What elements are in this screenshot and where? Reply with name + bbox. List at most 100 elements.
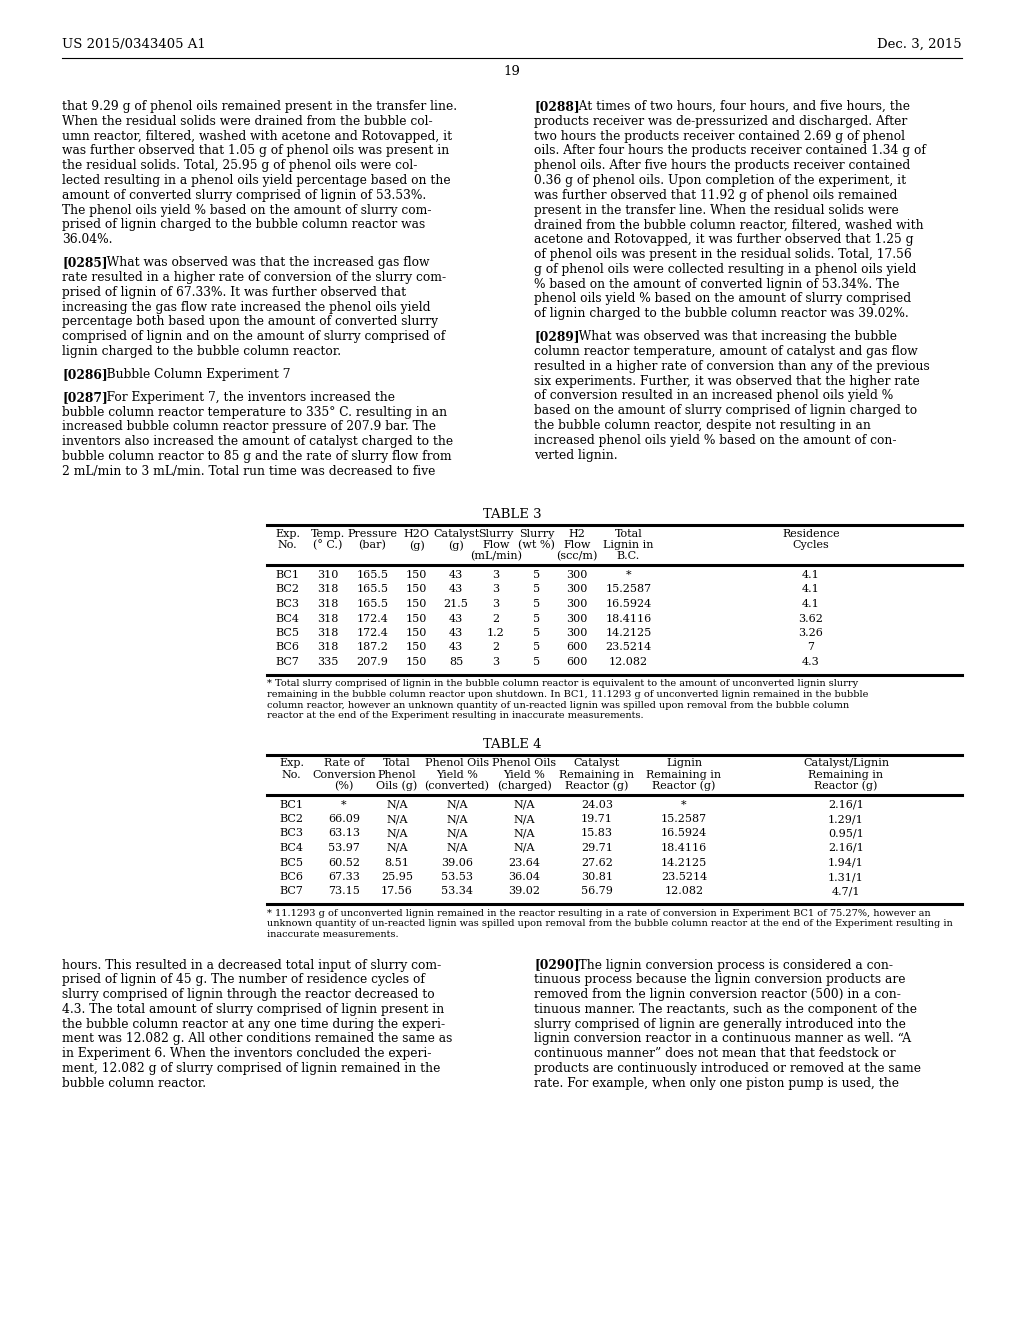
Text: N/A: N/A [446, 829, 468, 838]
Text: (scc/m): (scc/m) [556, 550, 598, 561]
Text: 15.2587: 15.2587 [660, 814, 707, 824]
Text: (g): (g) [409, 540, 424, 550]
Text: two hours the products receiver contained 2.69 g of phenol: two hours the products receiver containe… [534, 129, 905, 143]
Text: 39.02: 39.02 [508, 887, 540, 896]
Text: BC2: BC2 [280, 814, 303, 824]
Text: (g): (g) [449, 540, 464, 550]
Text: resulted in a higher rate of conversion than any of the previous: resulted in a higher rate of conversion … [534, 360, 930, 372]
Text: BC6: BC6 [280, 873, 303, 882]
Text: The lignin conversion process is considered a con-: The lignin conversion process is conside… [567, 958, 893, 972]
Text: in Experiment 6. When the inventors concluded the experi-: in Experiment 6. When the inventors conc… [62, 1047, 431, 1060]
Text: was further observed that 11.92 g of phenol oils remained: was further observed that 11.92 g of phe… [534, 189, 897, 202]
Text: 318: 318 [317, 599, 339, 609]
Text: N/A: N/A [513, 829, 535, 838]
Text: (converted): (converted) [425, 780, 489, 791]
Text: rate resulted in a higher rate of conversion of the slurry com-: rate resulted in a higher rate of conver… [62, 271, 446, 284]
Text: lignin charged to the bubble column reactor.: lignin charged to the bubble column reac… [62, 345, 341, 358]
Text: 187.2: 187.2 [356, 643, 388, 652]
Text: 150: 150 [406, 570, 427, 579]
Text: 310: 310 [317, 570, 339, 579]
Text: bubble column reactor temperature to 335° C. resulting in an: bubble column reactor temperature to 335… [62, 405, 447, 418]
Text: N/A: N/A [446, 843, 468, 853]
Text: unknown quantity of un-reacted lignin was spilled upon removal from the bubble c: unknown quantity of un-reacted lignin wa… [267, 920, 952, 928]
Text: continuous manner” does not mean that that feedstock or: continuous manner” does not mean that th… [534, 1047, 896, 1060]
Text: N/A: N/A [386, 829, 408, 838]
Text: inventors also increased the amount of catalyst charged to the: inventors also increased the amount of c… [62, 436, 454, 449]
Text: prised of lignin of 45 g. The number of residence cycles of: prised of lignin of 45 g. The number of … [62, 973, 425, 986]
Text: What was observed was that the increased gas flow: What was observed was that the increased… [95, 256, 430, 269]
Text: N/A: N/A [446, 800, 468, 809]
Text: verted lignin.: verted lignin. [534, 449, 617, 462]
Text: 318: 318 [317, 643, 339, 652]
Text: BC5: BC5 [275, 628, 299, 638]
Text: 3.62: 3.62 [799, 614, 823, 623]
Text: [0289]: [0289] [534, 330, 580, 343]
Text: remaining in the bubble column reactor upon shutdown. In BC1, 11.1293 g of uncon: remaining in the bubble column reactor u… [267, 690, 868, 700]
Text: Remaining in: Remaining in [559, 770, 635, 780]
Text: TABLE 4: TABLE 4 [482, 738, 542, 751]
Text: g of phenol oils were collected resulting in a phenol oils yield: g of phenol oils were collected resultin… [534, 263, 916, 276]
Text: 3: 3 [493, 599, 500, 609]
Text: Total: Total [614, 529, 642, 539]
Text: 300: 300 [566, 599, 588, 609]
Text: comprised of lignin and on the amount of slurry comprised of: comprised of lignin and on the amount of… [62, 330, 445, 343]
Text: N/A: N/A [446, 814, 468, 824]
Text: BC2: BC2 [275, 585, 299, 594]
Text: Flow: Flow [482, 540, 510, 550]
Text: 4.7/1: 4.7/1 [831, 887, 860, 896]
Text: hours. This resulted in a decreased total input of slurry com-: hours. This resulted in a decreased tota… [62, 958, 441, 972]
Text: 12.082: 12.082 [665, 887, 703, 896]
Text: BC4: BC4 [280, 843, 303, 853]
Text: 43: 43 [449, 643, 463, 652]
Text: Yield %: Yield % [503, 770, 545, 780]
Text: 43: 43 [449, 614, 463, 623]
Text: ment, 12.082 g of slurry comprised of lignin remained in the: ment, 12.082 g of slurry comprised of li… [62, 1063, 440, 1074]
Text: 600: 600 [566, 643, 588, 652]
Text: Yield %: Yield % [436, 770, 478, 780]
Text: N/A: N/A [386, 843, 408, 853]
Text: * Total slurry comprised of lignin in the bubble column reactor is equivalent to: * Total slurry comprised of lignin in th… [267, 680, 858, 689]
Text: phenol oils yield % based on the amount of slurry comprised: phenol oils yield % based on the amount … [534, 293, 911, 305]
Text: Remaining in: Remaining in [646, 770, 722, 780]
Text: Exp.: Exp. [275, 529, 300, 539]
Text: slurry comprised of lignin through the reactor decreased to: slurry comprised of lignin through the r… [62, 989, 434, 1001]
Text: 318: 318 [317, 628, 339, 638]
Text: of phenol oils was present in the residual solids. Total, 17.56: of phenol oils was present in the residu… [534, 248, 911, 261]
Text: 5: 5 [532, 585, 540, 594]
Text: Residence: Residence [782, 529, 840, 539]
Text: [0288]: [0288] [534, 100, 580, 114]
Text: six experiments. Further, it was observed that the higher rate: six experiments. Further, it was observe… [534, 375, 920, 388]
Text: For Experiment 7, the inventors increased the: For Experiment 7, the inventors increase… [95, 391, 395, 404]
Text: 39.06: 39.06 [441, 858, 473, 867]
Text: Lignin in: Lignin in [603, 540, 653, 550]
Text: present in the transfer line. When the residual solids were: present in the transfer line. When the r… [534, 203, 899, 216]
Text: Conversion: Conversion [312, 770, 376, 780]
Text: 56.79: 56.79 [581, 887, 613, 896]
Text: 43: 43 [449, 570, 463, 579]
Text: bubble column reactor.: bubble column reactor. [62, 1077, 206, 1090]
Text: 66.09: 66.09 [328, 814, 360, 824]
Text: 18.4116: 18.4116 [605, 614, 651, 623]
Text: 2: 2 [493, 643, 500, 652]
Text: 30.81: 30.81 [581, 873, 613, 882]
Text: 36.04: 36.04 [508, 873, 540, 882]
Text: B.C.: B.C. [616, 550, 640, 561]
Text: 5: 5 [532, 599, 540, 609]
Text: 53.97: 53.97 [328, 843, 360, 853]
Text: lected resulting in a phenol oils yield percentage based on the: lected resulting in a phenol oils yield … [62, 174, 451, 187]
Text: The phenol oils yield % based on the amount of slurry com-: The phenol oils yield % based on the amo… [62, 203, 431, 216]
Text: No.: No. [278, 540, 297, 550]
Text: phenol oils. After five hours the products receiver contained: phenol oils. After five hours the produc… [534, 160, 910, 172]
Text: 150: 150 [406, 643, 427, 652]
Text: column reactor, however an unknown quantity of un-reacted lignin was spilled upo: column reactor, however an unknown quant… [267, 701, 849, 710]
Text: Remaining in: Remaining in [808, 770, 884, 780]
Text: 300: 300 [566, 614, 588, 623]
Text: BC3: BC3 [275, 599, 299, 609]
Text: 165.5: 165.5 [356, 599, 388, 609]
Text: H2: H2 [568, 529, 586, 539]
Text: Reactor (g): Reactor (g) [565, 780, 629, 791]
Text: [0287]: [0287] [62, 391, 108, 404]
Text: Exp.: Exp. [279, 759, 304, 768]
Text: 165.5: 165.5 [356, 585, 388, 594]
Text: rate. For example, when only one piston pump is used, the: rate. For example, when only one piston … [534, 1077, 899, 1090]
